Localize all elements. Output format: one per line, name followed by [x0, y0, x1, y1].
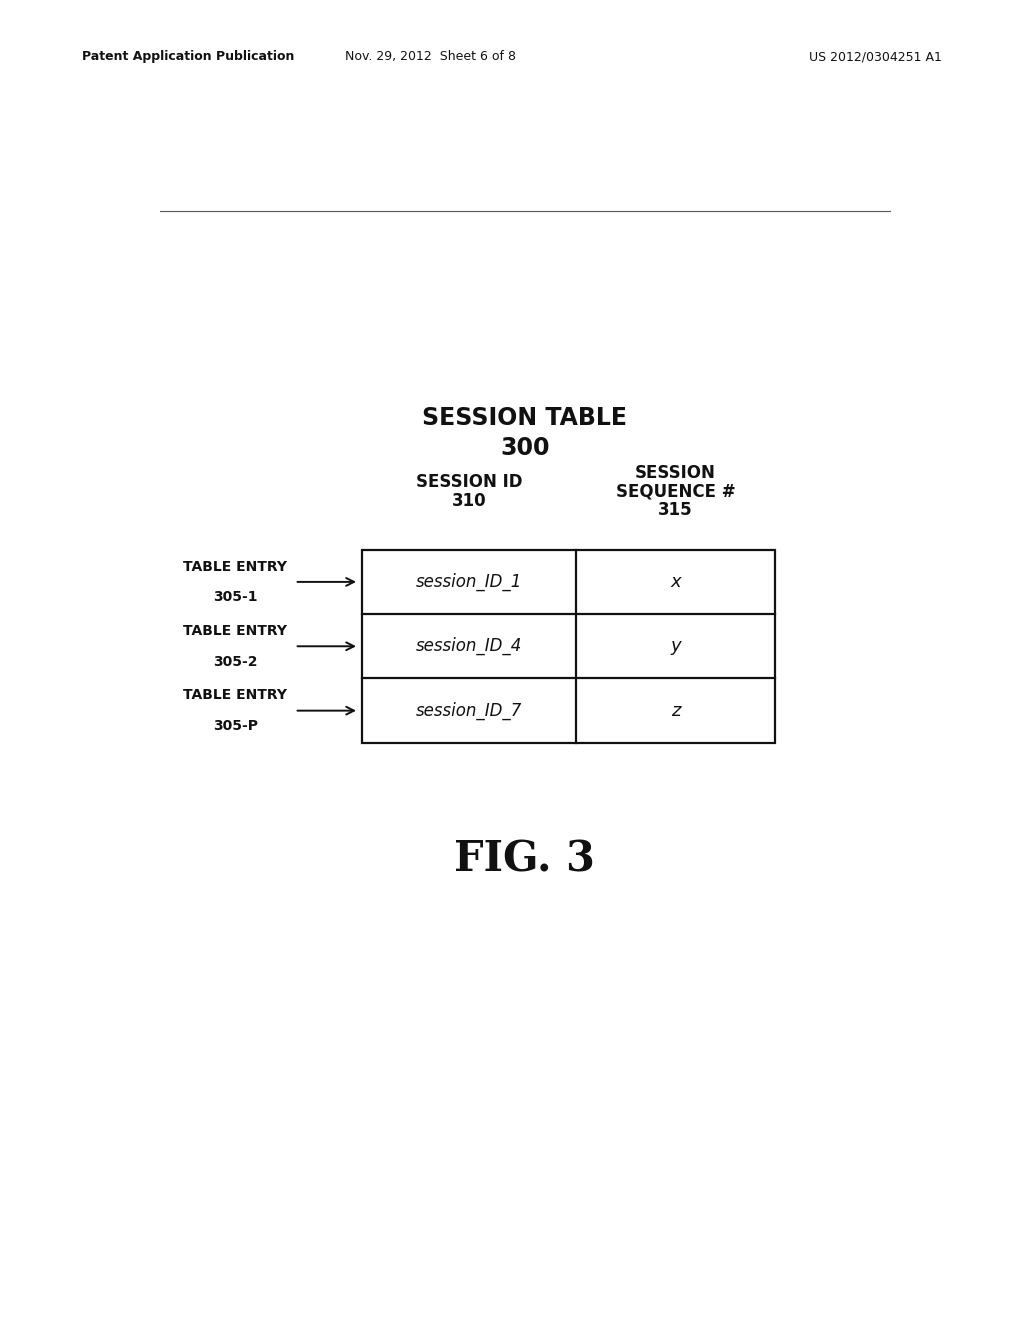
Text: 315: 315 — [658, 502, 693, 519]
Text: TABLE ENTRY: TABLE ENTRY — [183, 689, 287, 702]
Text: x: x — [671, 573, 681, 591]
Text: SESSION ID: SESSION ID — [416, 473, 522, 491]
Text: US 2012/0304251 A1: US 2012/0304251 A1 — [809, 50, 942, 63]
Text: 300: 300 — [500, 436, 550, 461]
Bar — [362, 549, 775, 743]
Text: z: z — [671, 702, 680, 719]
Text: SEQUENCE #: SEQUENCE # — [615, 483, 735, 500]
Text: Nov. 29, 2012  Sheet 6 of 8: Nov. 29, 2012 Sheet 6 of 8 — [345, 50, 515, 63]
Text: y: y — [671, 638, 681, 655]
Text: session_ID_1: session_ID_1 — [416, 573, 522, 591]
Text: 305-P: 305-P — [213, 719, 258, 733]
Text: 305-1: 305-1 — [213, 590, 257, 605]
Text: SESSION TABLE: SESSION TABLE — [422, 405, 628, 429]
Text: FIG. 3: FIG. 3 — [455, 838, 595, 880]
Text: TABLE ENTRY: TABLE ENTRY — [183, 624, 287, 638]
Text: 310: 310 — [452, 492, 486, 510]
Text: session_ID_4: session_ID_4 — [416, 638, 522, 656]
Text: Patent Application Publication: Patent Application Publication — [82, 50, 294, 63]
Text: session_ID_7: session_ID_7 — [416, 701, 522, 719]
Text: 305-2: 305-2 — [213, 655, 257, 668]
Text: TABLE ENTRY: TABLE ENTRY — [183, 560, 287, 574]
Text: SESSION: SESSION — [635, 465, 716, 483]
